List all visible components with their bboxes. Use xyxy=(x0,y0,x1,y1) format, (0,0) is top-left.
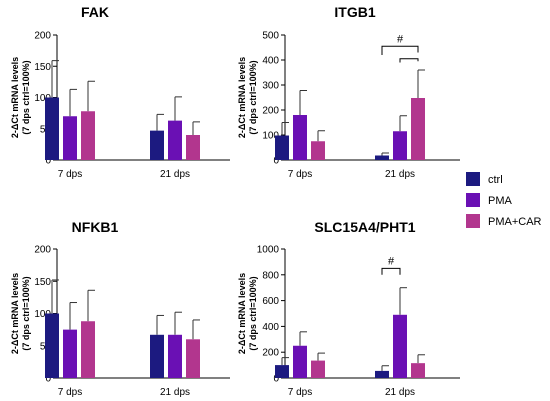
bar-ctrl xyxy=(275,135,289,160)
significance-bracket xyxy=(381,267,401,275)
legend-label: ctrl xyxy=(488,174,503,186)
bar-pma-car xyxy=(311,141,325,160)
x-tick-label: 21 dps xyxy=(160,387,190,398)
bar-pma xyxy=(168,120,182,160)
legend-swatch xyxy=(466,172,480,186)
y-axis-label-line2: (7 dps ctrl=100%) xyxy=(21,276,31,350)
y-tick-label: 200 xyxy=(34,245,51,256)
y-tick-label: 600 xyxy=(262,296,279,307)
chart-title: NFKB1 xyxy=(72,219,119,235)
bar-pma xyxy=(393,131,407,160)
y-tick-label: 300 xyxy=(262,81,279,92)
y-axis-label-line2: (7 dps ctrl=100%) xyxy=(248,60,258,134)
bar-pma-car xyxy=(411,98,425,160)
chart-panel-1: ITGB1 2-ΔCt mRNA levels (7 dps ctrl=100%) 0… xyxy=(237,4,460,180)
chart-title: FAK xyxy=(81,4,109,20)
bar-pma xyxy=(293,115,307,160)
chart-panel-3: SLC15A4/PHT1 2-ΔCt mRNA levels (7 dps ctrl… xyxy=(237,219,460,398)
chart-title: ITGB1 xyxy=(334,4,375,20)
y-tick-label: 500 xyxy=(262,31,279,42)
legend-label: PMA+CAR xyxy=(488,216,542,228)
y-axis-label-line2: (7 dps ctrl=100%) xyxy=(21,60,31,134)
y-tick-label: 200 xyxy=(262,106,279,117)
bar-pma xyxy=(393,314,407,378)
y-axis-label: 2-ΔCt mRNA levels xyxy=(10,57,20,138)
x-tick-label: 7 dps xyxy=(288,169,312,180)
y-tick-label: 400 xyxy=(262,322,279,333)
bar-ctrl xyxy=(275,365,289,378)
y-tick-label: 400 xyxy=(262,56,279,67)
bar-pma-car xyxy=(411,363,425,378)
x-tick-label: 7 dps xyxy=(58,387,82,398)
bar-pma-car xyxy=(81,111,95,160)
y-tick-label: 0 xyxy=(45,156,51,167)
y-tick-label: 1000 xyxy=(257,245,280,256)
y-tick-label: 200 xyxy=(262,348,279,359)
y-tick-label: 150 xyxy=(34,62,51,73)
bar-ctrl xyxy=(150,130,164,160)
bar-pma xyxy=(168,334,182,378)
significance-bracket xyxy=(399,58,419,63)
chart-panel-2: NFKB1 2-ΔCt mRNA levels (7 dps ctrl=100%) 0… xyxy=(10,219,230,398)
y-tick-label: 800 xyxy=(262,270,279,281)
significance-bracket xyxy=(381,45,419,55)
bar-pma-car xyxy=(186,339,200,378)
bar-pma xyxy=(293,345,307,378)
bar-pma-car xyxy=(311,360,325,378)
y-axis-label-line2: (7 dps ctrl=100%) xyxy=(248,276,258,350)
y-tick-label: 0 xyxy=(273,374,279,385)
bar-ctrl xyxy=(375,370,389,378)
y-axis-label: 2-ΔCt mRNA levels xyxy=(10,273,20,354)
chart-title: SLC15A4/PHT1 xyxy=(314,219,415,235)
bar-ctrl xyxy=(45,97,59,160)
y-axis-label: 2-ΔCt mRNA levels xyxy=(237,273,247,354)
x-tick-label: 21 dps xyxy=(385,169,415,180)
x-tick-label: 7 dps xyxy=(288,387,312,398)
y-tick-label: 100 xyxy=(34,93,51,104)
bar-ctrl xyxy=(375,155,389,160)
significance-label: # xyxy=(397,33,404,45)
bar-pma xyxy=(63,329,77,378)
y-tick-label: 100 xyxy=(34,309,51,320)
bar-pma xyxy=(63,116,77,160)
y-axis-label: 2-ΔCt mRNA levels xyxy=(237,57,247,138)
legend-swatch xyxy=(466,193,480,207)
y-tick-label: 0 xyxy=(273,156,279,167)
bar-ctrl xyxy=(45,313,59,378)
legend-swatch xyxy=(466,214,480,228)
x-tick-label: 21 dps xyxy=(385,387,415,398)
y-tick-label: 150 xyxy=(34,277,51,288)
y-tick-label: 0 xyxy=(45,374,51,385)
legend-label: PMA xyxy=(488,195,513,207)
bar-pma-car xyxy=(186,135,200,160)
bar-pma-car xyxy=(81,321,95,378)
y-tick-label: 200 xyxy=(34,31,51,42)
significance-label: # xyxy=(388,255,395,267)
x-tick-label: 21 dps xyxy=(160,169,190,180)
y-tick-label: 100 xyxy=(262,131,279,142)
x-tick-label: 7 dps xyxy=(58,169,82,180)
bar-ctrl xyxy=(150,334,164,378)
legend: ctrl PMA PMA+CAR xyxy=(466,172,542,228)
